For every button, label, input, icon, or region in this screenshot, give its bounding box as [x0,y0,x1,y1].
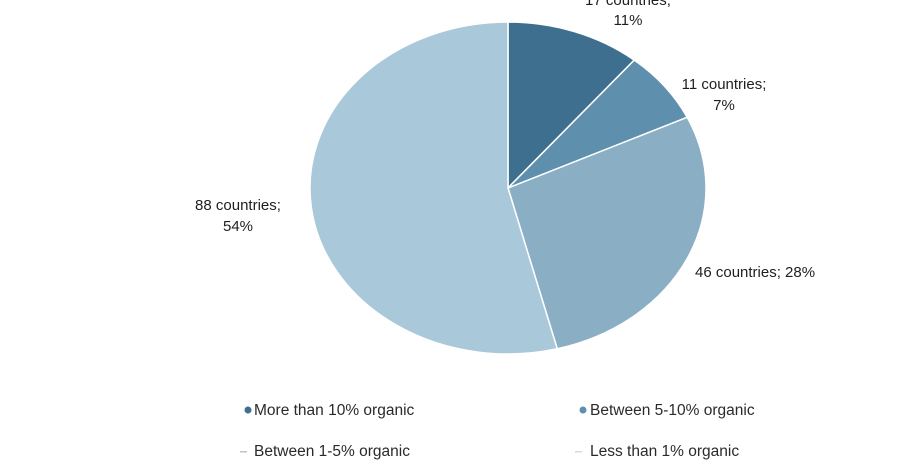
legend: More than 10% organic Between 5-10% orga… [240,402,755,460]
legend-marker-5-10 [579,406,587,414]
label-more-than-10-line2: 11% [614,12,643,29]
legend-label-5-10: Between 5-10% organic [590,402,755,419]
legend-marker-more-than-10 [244,406,252,414]
label-5-10-line1: 11 countries; [682,76,767,93]
label-1-5: 46 countries; 28% [695,264,815,281]
pie-slice-more-than-10-organic [507,21,636,190]
label-less-than-1-line2: 54% [223,218,253,235]
label-more-than-10-line1: 17 countries; [585,0,671,9]
legend-label-1-5: Between 1-5% organic [254,443,410,460]
label-5-10-line2: 7% [713,97,735,114]
label-less-than-1-line1: 88 countries; [195,197,281,214]
legend-label-more-than-10: More than 10% organic [254,402,415,419]
pie-slices [309,21,707,355]
legend-marker-1-5 [240,451,247,453]
pie-slice-between-1-5-organic [507,116,707,350]
pie-slice-less-than-1-organic [309,21,559,355]
legend-marker-less-than-1 [575,451,582,453]
legend-label-less-than-1: Less than 1% organic [590,443,739,460]
